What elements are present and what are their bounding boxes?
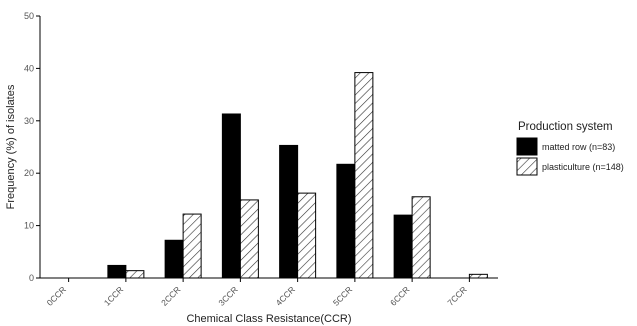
x-tick-label: 7CCR	[445, 284, 468, 307]
legend: Production system matted row (n=83) plas…	[516, 121, 624, 176]
x-tick-label: 6CCR	[388, 284, 411, 307]
bars-layer	[107, 72, 488, 279]
bar-matted-row-4CCR	[279, 144, 299, 279]
x-tick-label: 2CCR	[159, 284, 182, 307]
bar-plasticulture-7CCR	[468, 273, 488, 279]
x-axis-title: Chemical Class Resistance(CCR)	[186, 313, 351, 325]
bar-matted-row-1CCR	[107, 264, 127, 279]
y-tick-label: 20	[24, 168, 34, 178]
legend-key-plasticulture	[516, 157, 538, 176]
y-tick-label: 50	[24, 11, 34, 21]
y-tick-label: 0	[29, 273, 34, 283]
bar-plasticulture-4CCR	[297, 192, 317, 279]
x-axis-ticks: 0CCR 1CCR 2CCR 3CCR 4CCR 5CCR 6CCR 7CCR	[45, 278, 470, 308]
legend-title: Production system	[518, 121, 613, 133]
y-axis-ticks: 0 10 20 30 40 50	[24, 11, 40, 283]
bar-plasticulture-5CCR	[354, 72, 374, 279]
bar-plasticulture-6CCR	[411, 196, 431, 279]
legend-label-matted-row: matted row (n=83)	[542, 142, 615, 152]
y-tick-label: 10	[24, 221, 34, 231]
x-tick-label: 4CCR	[274, 284, 297, 307]
bar-matted-row-5CCR	[336, 163, 356, 279]
bar-matted-row-3CCR	[221, 113, 241, 279]
bar-plasticulture-3CCR	[239, 199, 259, 279]
x-tick-label: 3CCR	[216, 284, 239, 307]
legend-key-matted-row	[516, 137, 538, 156]
bar-plasticulture-1CCR	[125, 270, 145, 279]
bar-matted-row-6CCR	[393, 214, 413, 279]
bar-plasticulture-2CCR	[182, 213, 202, 279]
legend-label-plasticulture: plasticulture (n=148)	[542, 162, 624, 172]
x-tick-label: 0CCR	[45, 284, 68, 307]
x-tick-label: 1CCR	[102, 284, 125, 307]
y-axis-title: Frequency (%) of isolates	[5, 84, 17, 209]
x-tick-label: 5CCR	[331, 284, 354, 307]
y-tick-label: 30	[24, 116, 34, 126]
bar-matted-row-2CCR	[164, 239, 184, 279]
y-tick-label: 40	[24, 63, 34, 73]
